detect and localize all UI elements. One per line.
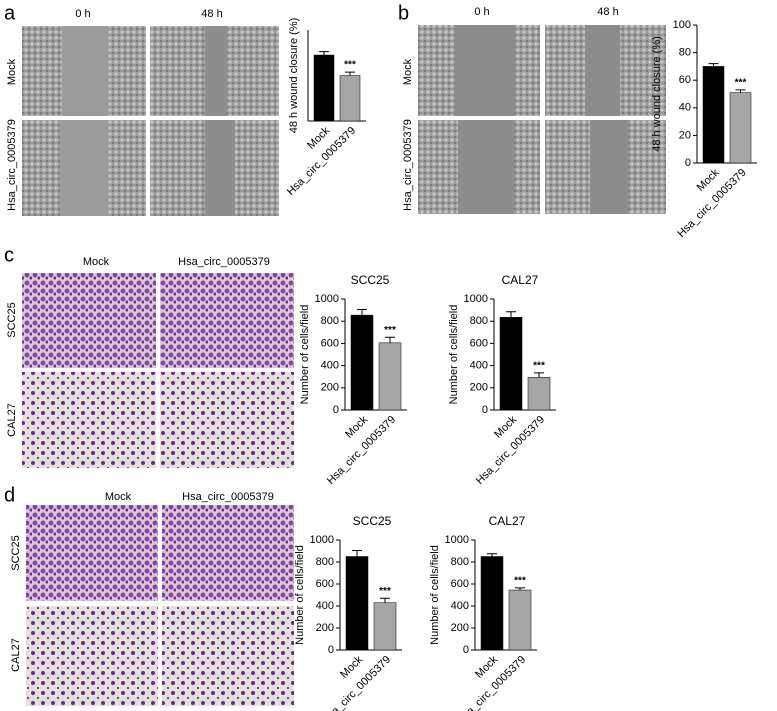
bar [527,377,551,411]
y-tick-label: 400 [451,600,469,612]
y-tick-label: 600 [321,337,339,349]
y-tick-label: 200 [316,622,334,634]
row-label: Hsa_circ_0005379 [402,119,414,211]
column-label: Mock [105,491,132,503]
y-axis-label: Number of cells/field [294,545,306,645]
significance: *** [384,325,396,336]
column-label: 48 h [201,8,222,20]
row-label: SCC25 [10,535,22,570]
y-tick-label: 1000 [445,534,469,546]
y-tick-label: 800 [451,556,469,568]
significance: *** [533,360,545,371]
y-tick-label: 400 [470,360,488,372]
column-label: Hsa_circ_0005379 [178,256,270,268]
y-tick-label: 800 [316,556,334,568]
y-tick-label: 600 [451,578,469,590]
y-tick-label: 200 [451,622,469,634]
y-tick-label: 0 [333,404,339,416]
panel-label: d [4,484,15,506]
y-axis-label: Number of cells/field [299,305,311,405]
y-tick-label: 1000 [310,534,334,546]
column-label: 0 h [474,6,489,18]
error-bar [385,336,395,343]
y-tick-label: 0 [463,644,469,656]
column-label: Hsa_circ_0005379 [182,491,274,503]
chart-title: SCC25 [353,514,392,528]
column-label: 0 h [75,8,90,20]
bar [350,314,374,411]
y-tick-label: 800 [321,315,339,327]
row-label: CAL27 [10,638,22,672]
panel-label: a [4,2,16,24]
bar [499,317,523,411]
error-bar [515,587,525,591]
y-axis-label: 48 h wound closure (%) [288,18,300,134]
bar [373,602,397,651]
y-tick-label: 60 [679,74,691,86]
y-axis-label: Number of cells/field [429,545,441,645]
row-label: SCC25 [6,302,18,337]
significance: *** [735,78,747,89]
panel-label: b [398,2,409,24]
error-bar [487,553,497,557]
y-tick-label: 600 [316,578,334,590]
bar [339,75,361,122]
y-tick-label: 600 [470,337,488,349]
y-axis-label: 48 h wound closure (%) [651,36,663,152]
bar [313,54,335,122]
error-bar [708,63,719,67]
y-tick-label: 20 [679,129,691,141]
y-tick-label: 40 [679,102,691,114]
chart-title: CAL27 [489,514,526,528]
y-tick-label: 100 [673,19,691,31]
y-tick-label: 400 [316,600,334,612]
y-tick-label: 0 [328,644,334,656]
y-tick-label: 1000 [464,293,488,305]
y-tick-label: 400 [321,360,339,372]
column-label: Mock [83,256,110,268]
y-tick-label: 800 [470,315,488,327]
column-label: 48 h [597,6,618,18]
error-bar [506,311,516,318]
significance: *** [379,586,391,597]
row-label: CAL27 [6,403,18,437]
chart-title: CAL27 [502,273,539,287]
panel-label: c [4,244,14,266]
y-tick-label: 0 [482,404,488,416]
y-tick-label: 200 [321,382,339,394]
significance: *** [514,575,526,586]
y-tick-label: 0 [685,157,691,169]
error-bar [345,71,355,76]
bar [729,92,752,164]
error-bar [380,597,390,603]
bar [702,66,725,164]
chart-title: SCC25 [351,273,390,287]
y-tick-label: 1000 [315,293,339,305]
significance: *** [344,60,356,71]
error-bar [352,549,362,557]
bar [378,342,402,411]
row-label: Hsa_circ_0005379 [6,119,18,211]
error-bar [319,51,329,56]
error-bar [735,89,746,93]
bar [480,556,504,651]
y-tick-label: 200 [470,382,488,394]
bar [508,589,532,651]
micrographs [22,25,666,706]
bar [345,556,369,651]
row-label: Mock [402,58,414,85]
y-axis-label: Number of cells/field [448,305,460,405]
row-label: Mock [6,58,18,85]
y-tick-label: 80 [679,47,691,59]
error-bar [357,309,367,316]
error-bar [534,372,544,378]
